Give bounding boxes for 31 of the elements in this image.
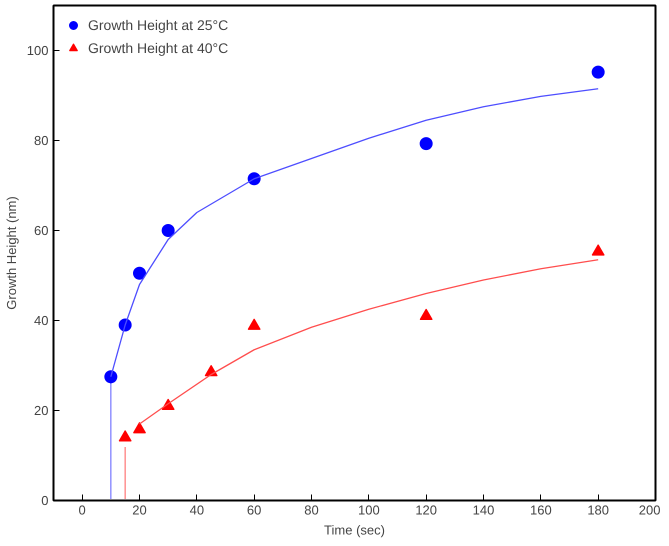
point	[118, 430, 132, 442]
point	[162, 224, 175, 237]
point	[104, 370, 118, 384]
y-tick-label: 80	[34, 133, 49, 148]
y-tick-label: 0	[41, 493, 49, 508]
y-axis-title: Growth Height (nm)	[4, 196, 19, 310]
x-tick-label: 100	[358, 502, 380, 518]
x-tick-label: 0	[78, 502, 86, 518]
x-tick-label: 140	[472, 502, 494, 518]
point	[420, 137, 433, 150]
y-tick-label: 100	[26, 43, 49, 58]
point	[133, 422, 146, 434]
x-tick-label: 200	[638, 502, 661, 518]
x-tick-label: 60	[246, 502, 262, 518]
legend-label: Growth Height at 40°C	[88, 40, 228, 56]
x-tick-label: 160	[530, 502, 552, 518]
y-tick-label: 20	[34, 403, 49, 418]
point	[592, 66, 605, 79]
x-tick-label: 20	[132, 502, 147, 518]
point	[248, 318, 261, 330]
point	[592, 244, 605, 256]
x-axis-title: Time (sec)	[324, 522, 385, 538]
x-tick-label: 180	[587, 502, 610, 518]
point	[133, 266, 146, 280]
legend-label: Growth Height at 25°C	[88, 17, 228, 33]
x-tick-label: 120	[415, 502, 438, 518]
y-tick-label: 40	[34, 313, 49, 328]
x-tick-label: 80	[304, 502, 319, 518]
point	[420, 308, 433, 320]
y-tick-label: 60	[34, 223, 49, 238]
x-tick-label: 40	[190, 502, 204, 518]
